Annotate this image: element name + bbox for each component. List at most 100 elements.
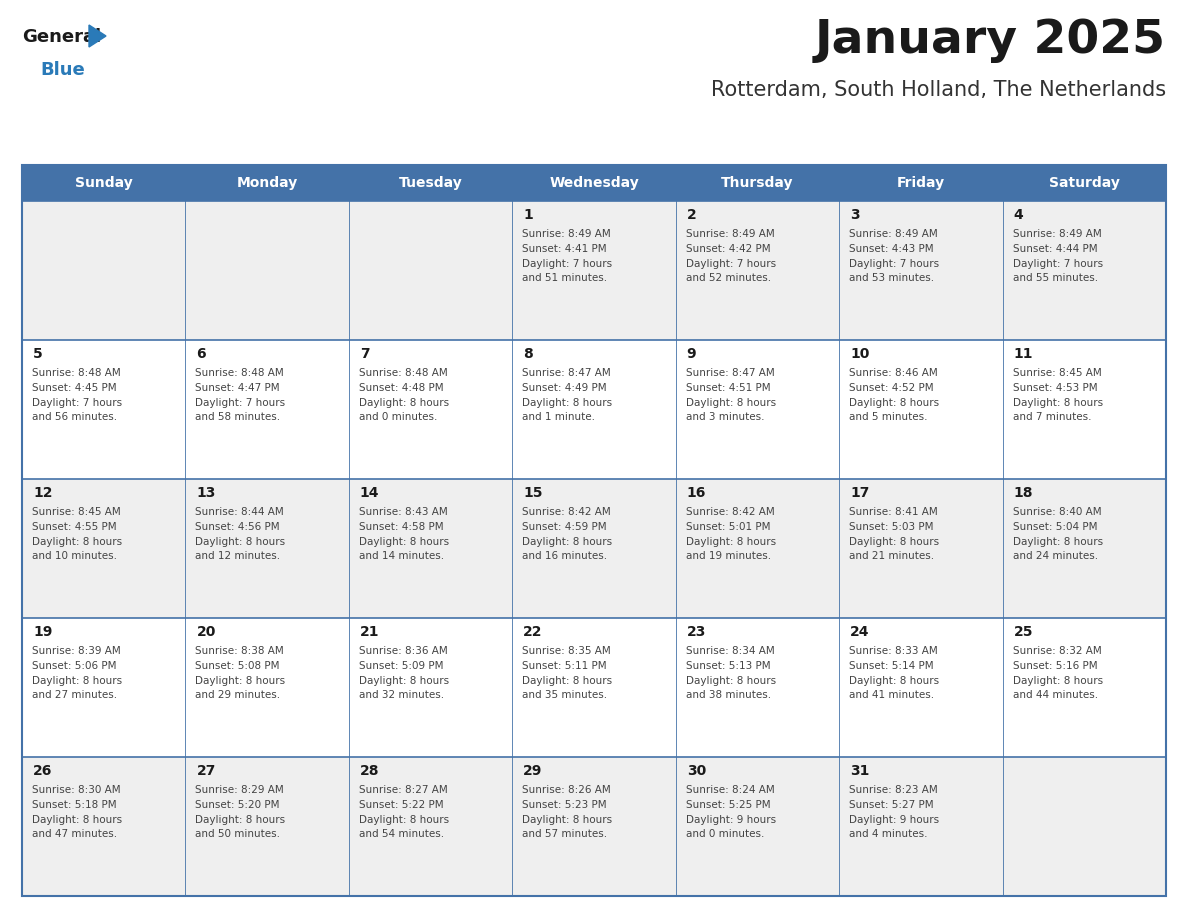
Bar — [185, 201, 349, 340]
Text: Sunset: 5:18 PM: Sunset: 5:18 PM — [32, 800, 116, 810]
Text: Daylight: 8 hours: Daylight: 8 hours — [1012, 537, 1102, 546]
Text: Daylight: 8 hours: Daylight: 8 hours — [523, 814, 612, 824]
Text: Sunset: 4:51 PM: Sunset: 4:51 PM — [685, 383, 770, 393]
Text: Daylight: 8 hours: Daylight: 8 hours — [196, 814, 285, 824]
Text: Sunrise: 8:26 AM: Sunrise: 8:26 AM — [523, 785, 611, 795]
Text: 20: 20 — [196, 625, 216, 639]
Text: and 51 minutes.: and 51 minutes. — [523, 274, 607, 284]
Text: Sunrise: 8:36 AM: Sunrise: 8:36 AM — [359, 646, 448, 656]
Bar — [349, 340, 512, 479]
Text: 12: 12 — [33, 486, 52, 500]
Text: Sunrise: 8:39 AM: Sunrise: 8:39 AM — [32, 646, 121, 656]
Text: and 35 minutes.: and 35 minutes. — [523, 690, 607, 700]
Text: and 58 minutes.: and 58 minutes. — [196, 412, 280, 422]
Text: Sunrise: 8:45 AM: Sunrise: 8:45 AM — [1012, 368, 1101, 378]
Text: Sunrise: 8:47 AM: Sunrise: 8:47 AM — [685, 368, 775, 378]
Text: and 44 minutes.: and 44 minutes. — [1012, 690, 1098, 700]
Text: Daylight: 8 hours: Daylight: 8 hours — [849, 397, 940, 408]
Text: Daylight: 8 hours: Daylight: 8 hours — [685, 676, 776, 686]
Text: Sunrise: 8:43 AM: Sunrise: 8:43 AM — [359, 507, 448, 517]
Bar — [185, 618, 349, 757]
Text: and 38 minutes.: and 38 minutes. — [685, 690, 771, 700]
Bar — [349, 479, 512, 618]
Text: Daylight: 8 hours: Daylight: 8 hours — [32, 676, 122, 686]
Bar — [185, 757, 349, 896]
Bar — [1003, 340, 1165, 479]
Text: Sunrise: 8:30 AM: Sunrise: 8:30 AM — [32, 785, 121, 795]
Bar — [512, 165, 676, 201]
Text: Sunrise: 8:41 AM: Sunrise: 8:41 AM — [849, 507, 937, 517]
Text: 16: 16 — [687, 486, 706, 500]
Text: and 47 minutes.: and 47 minutes. — [32, 829, 118, 839]
Text: 24: 24 — [851, 625, 870, 639]
Text: Wednesday: Wednesday — [549, 176, 639, 190]
Text: Sunrise: 8:47 AM: Sunrise: 8:47 AM — [523, 368, 611, 378]
Bar — [185, 479, 349, 618]
Text: Daylight: 7 hours: Daylight: 7 hours — [1012, 259, 1102, 269]
Text: Daylight: 9 hours: Daylight: 9 hours — [685, 814, 776, 824]
Text: Sunrise: 8:29 AM: Sunrise: 8:29 AM — [196, 785, 284, 795]
Text: and 56 minutes.: and 56 minutes. — [32, 412, 118, 422]
Bar — [512, 340, 676, 479]
Text: Sunday: Sunday — [75, 176, 133, 190]
Text: Sunrise: 8:48 AM: Sunrise: 8:48 AM — [196, 368, 284, 378]
Text: and 41 minutes.: and 41 minutes. — [849, 690, 934, 700]
Text: and 12 minutes.: and 12 minutes. — [196, 552, 280, 562]
Text: Sunset: 4:53 PM: Sunset: 4:53 PM — [1012, 383, 1098, 393]
Text: and 29 minutes.: and 29 minutes. — [196, 690, 280, 700]
Bar — [23, 165, 1165, 896]
Text: Sunset: 4:52 PM: Sunset: 4:52 PM — [849, 383, 934, 393]
Bar — [839, 757, 1003, 896]
Text: and 57 minutes.: and 57 minutes. — [523, 829, 607, 839]
Text: Sunrise: 8:23 AM: Sunrise: 8:23 AM — [849, 785, 937, 795]
Text: Daylight: 7 hours: Daylight: 7 hours — [523, 259, 612, 269]
Text: and 19 minutes.: and 19 minutes. — [685, 552, 771, 562]
Text: Sunset: 5:08 PM: Sunset: 5:08 PM — [196, 661, 280, 671]
Text: Sunset: 4:45 PM: Sunset: 4:45 PM — [32, 383, 116, 393]
Text: Sunset: 4:42 PM: Sunset: 4:42 PM — [685, 244, 770, 253]
Text: 5: 5 — [33, 347, 43, 361]
Bar — [839, 340, 1003, 479]
Text: Daylight: 8 hours: Daylight: 8 hours — [359, 676, 449, 686]
Text: 8: 8 — [523, 347, 533, 361]
Text: Saturday: Saturday — [1049, 176, 1120, 190]
Text: Sunset: 5:06 PM: Sunset: 5:06 PM — [32, 661, 116, 671]
Text: 23: 23 — [687, 625, 706, 639]
Bar — [349, 165, 512, 201]
Text: and 55 minutes.: and 55 minutes. — [1012, 274, 1098, 284]
Bar — [676, 340, 839, 479]
Text: Daylight: 8 hours: Daylight: 8 hours — [523, 397, 612, 408]
Text: Daylight: 8 hours: Daylight: 8 hours — [849, 676, 940, 686]
Text: Sunset: 4:44 PM: Sunset: 4:44 PM — [1012, 244, 1098, 253]
Text: Sunrise: 8:49 AM: Sunrise: 8:49 AM — [849, 229, 937, 239]
Text: Daylight: 7 hours: Daylight: 7 hours — [196, 397, 285, 408]
Text: Sunset: 4:55 PM: Sunset: 4:55 PM — [32, 521, 116, 532]
Text: 26: 26 — [33, 764, 52, 778]
Text: and 1 minute.: and 1 minute. — [523, 412, 595, 422]
Bar — [839, 201, 1003, 340]
Text: and 0 minutes.: and 0 minutes. — [685, 829, 764, 839]
Text: and 53 minutes.: and 53 minutes. — [849, 274, 934, 284]
Text: Sunrise: 8:38 AM: Sunrise: 8:38 AM — [196, 646, 284, 656]
Text: Sunset: 4:41 PM: Sunset: 4:41 PM — [523, 244, 607, 253]
Text: 7: 7 — [360, 347, 369, 361]
Text: Daylight: 8 hours: Daylight: 8 hours — [196, 537, 285, 546]
Text: and 21 minutes.: and 21 minutes. — [849, 552, 934, 562]
Text: 25: 25 — [1013, 625, 1034, 639]
Bar — [1003, 479, 1165, 618]
Text: 31: 31 — [851, 764, 870, 778]
Bar — [185, 340, 349, 479]
Text: 1: 1 — [523, 208, 533, 222]
Text: 4: 4 — [1013, 208, 1023, 222]
Text: Daylight: 8 hours: Daylight: 8 hours — [849, 537, 940, 546]
Text: and 0 minutes.: and 0 minutes. — [359, 412, 437, 422]
Text: Sunrise: 8:49 AM: Sunrise: 8:49 AM — [523, 229, 611, 239]
Text: and 16 minutes.: and 16 minutes. — [523, 552, 607, 562]
Text: Sunset: 4:43 PM: Sunset: 4:43 PM — [849, 244, 934, 253]
Text: 21: 21 — [360, 625, 379, 639]
Bar — [23, 618, 185, 757]
Bar — [676, 201, 839, 340]
Text: 2: 2 — [687, 208, 696, 222]
Text: Sunset: 5:16 PM: Sunset: 5:16 PM — [1012, 661, 1098, 671]
Text: and 3 minutes.: and 3 minutes. — [685, 412, 764, 422]
